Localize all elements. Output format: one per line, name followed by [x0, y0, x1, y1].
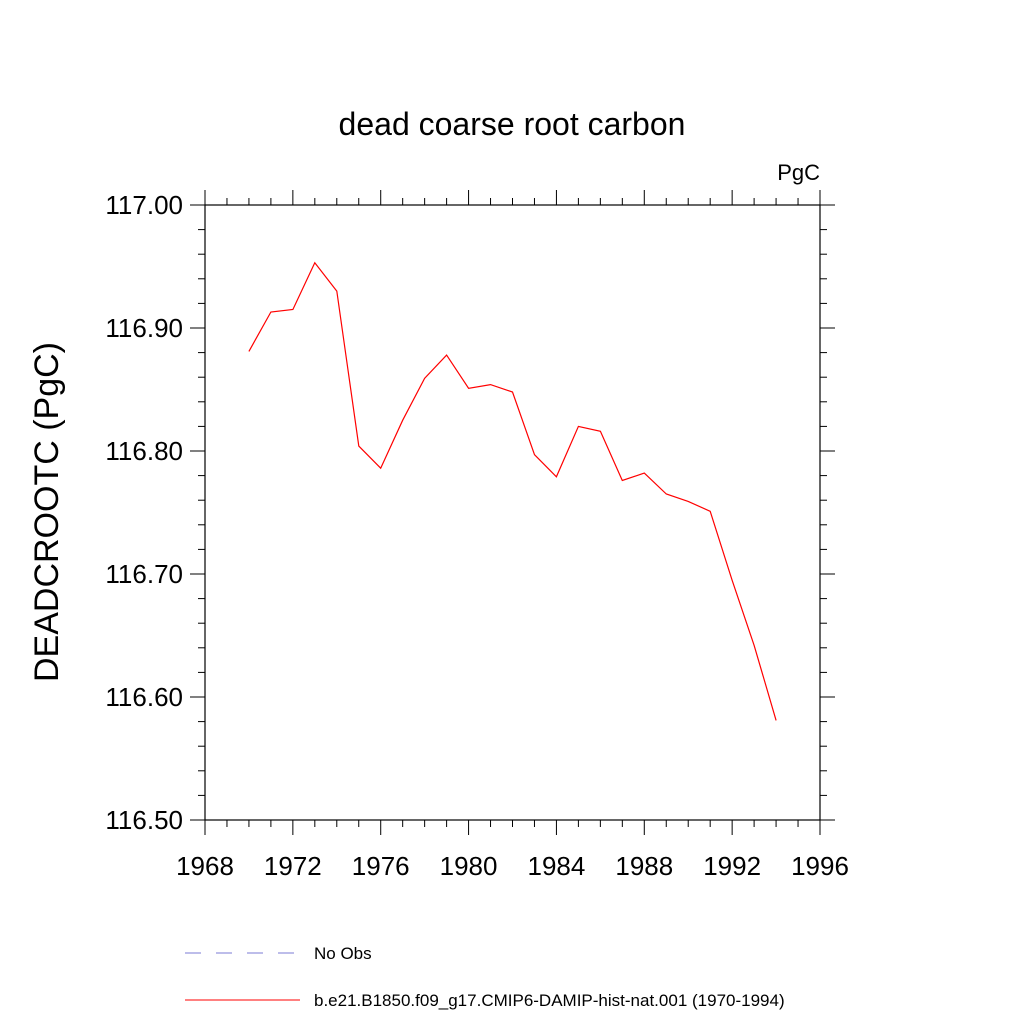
- x-tick-label: 1984: [528, 851, 586, 881]
- series-group: [248, 261, 777, 721]
- y-tick-labels: 116.50 116.60 116.70 116.80 116.90 117.00: [105, 190, 183, 835]
- legend-label-model: b.e21.B1850.f09_g17.CMIP6-DAMIP-hist-nat…: [314, 991, 785, 1010]
- legend-label-obs: No Obs: [314, 944, 372, 963]
- axis-ticks: [190, 190, 835, 835]
- chart-title: dead coarse root carbon: [339, 106, 686, 142]
- x-tick-label: 1996: [791, 851, 849, 881]
- x-tick-label: 1992: [703, 851, 761, 881]
- x-tick-label: 1972: [264, 851, 322, 881]
- legend: No Obs b.e21.B1850.f09_g17.CMIP6-DAMIP-hi…: [185, 944, 785, 1010]
- y-tick-label: 116.60: [105, 682, 183, 712]
- x-tick-label: 1976: [352, 851, 410, 881]
- y-axis-label: DEADCROOTC (PgC): [28, 342, 66, 682]
- units-label: PgC: [777, 160, 820, 185]
- y-tick-label: 116.90: [105, 313, 183, 343]
- y-tick-label: 116.50: [105, 805, 183, 835]
- series-line-model: [248, 261, 777, 721]
- plot-frame: [204, 204, 821, 821]
- y-tick-label: 117.00: [105, 190, 183, 220]
- x-tick-label: 1980: [440, 851, 498, 881]
- x-tick-label: 1968: [176, 851, 234, 881]
- x-tick-labels: 1968 1972 1976 1980 1984 1988 1992 1996: [176, 851, 849, 881]
- x-tick-label: 1988: [615, 851, 673, 881]
- y-tick-label: 116.70: [105, 559, 183, 589]
- y-tick-label: 116.80: [105, 436, 183, 466]
